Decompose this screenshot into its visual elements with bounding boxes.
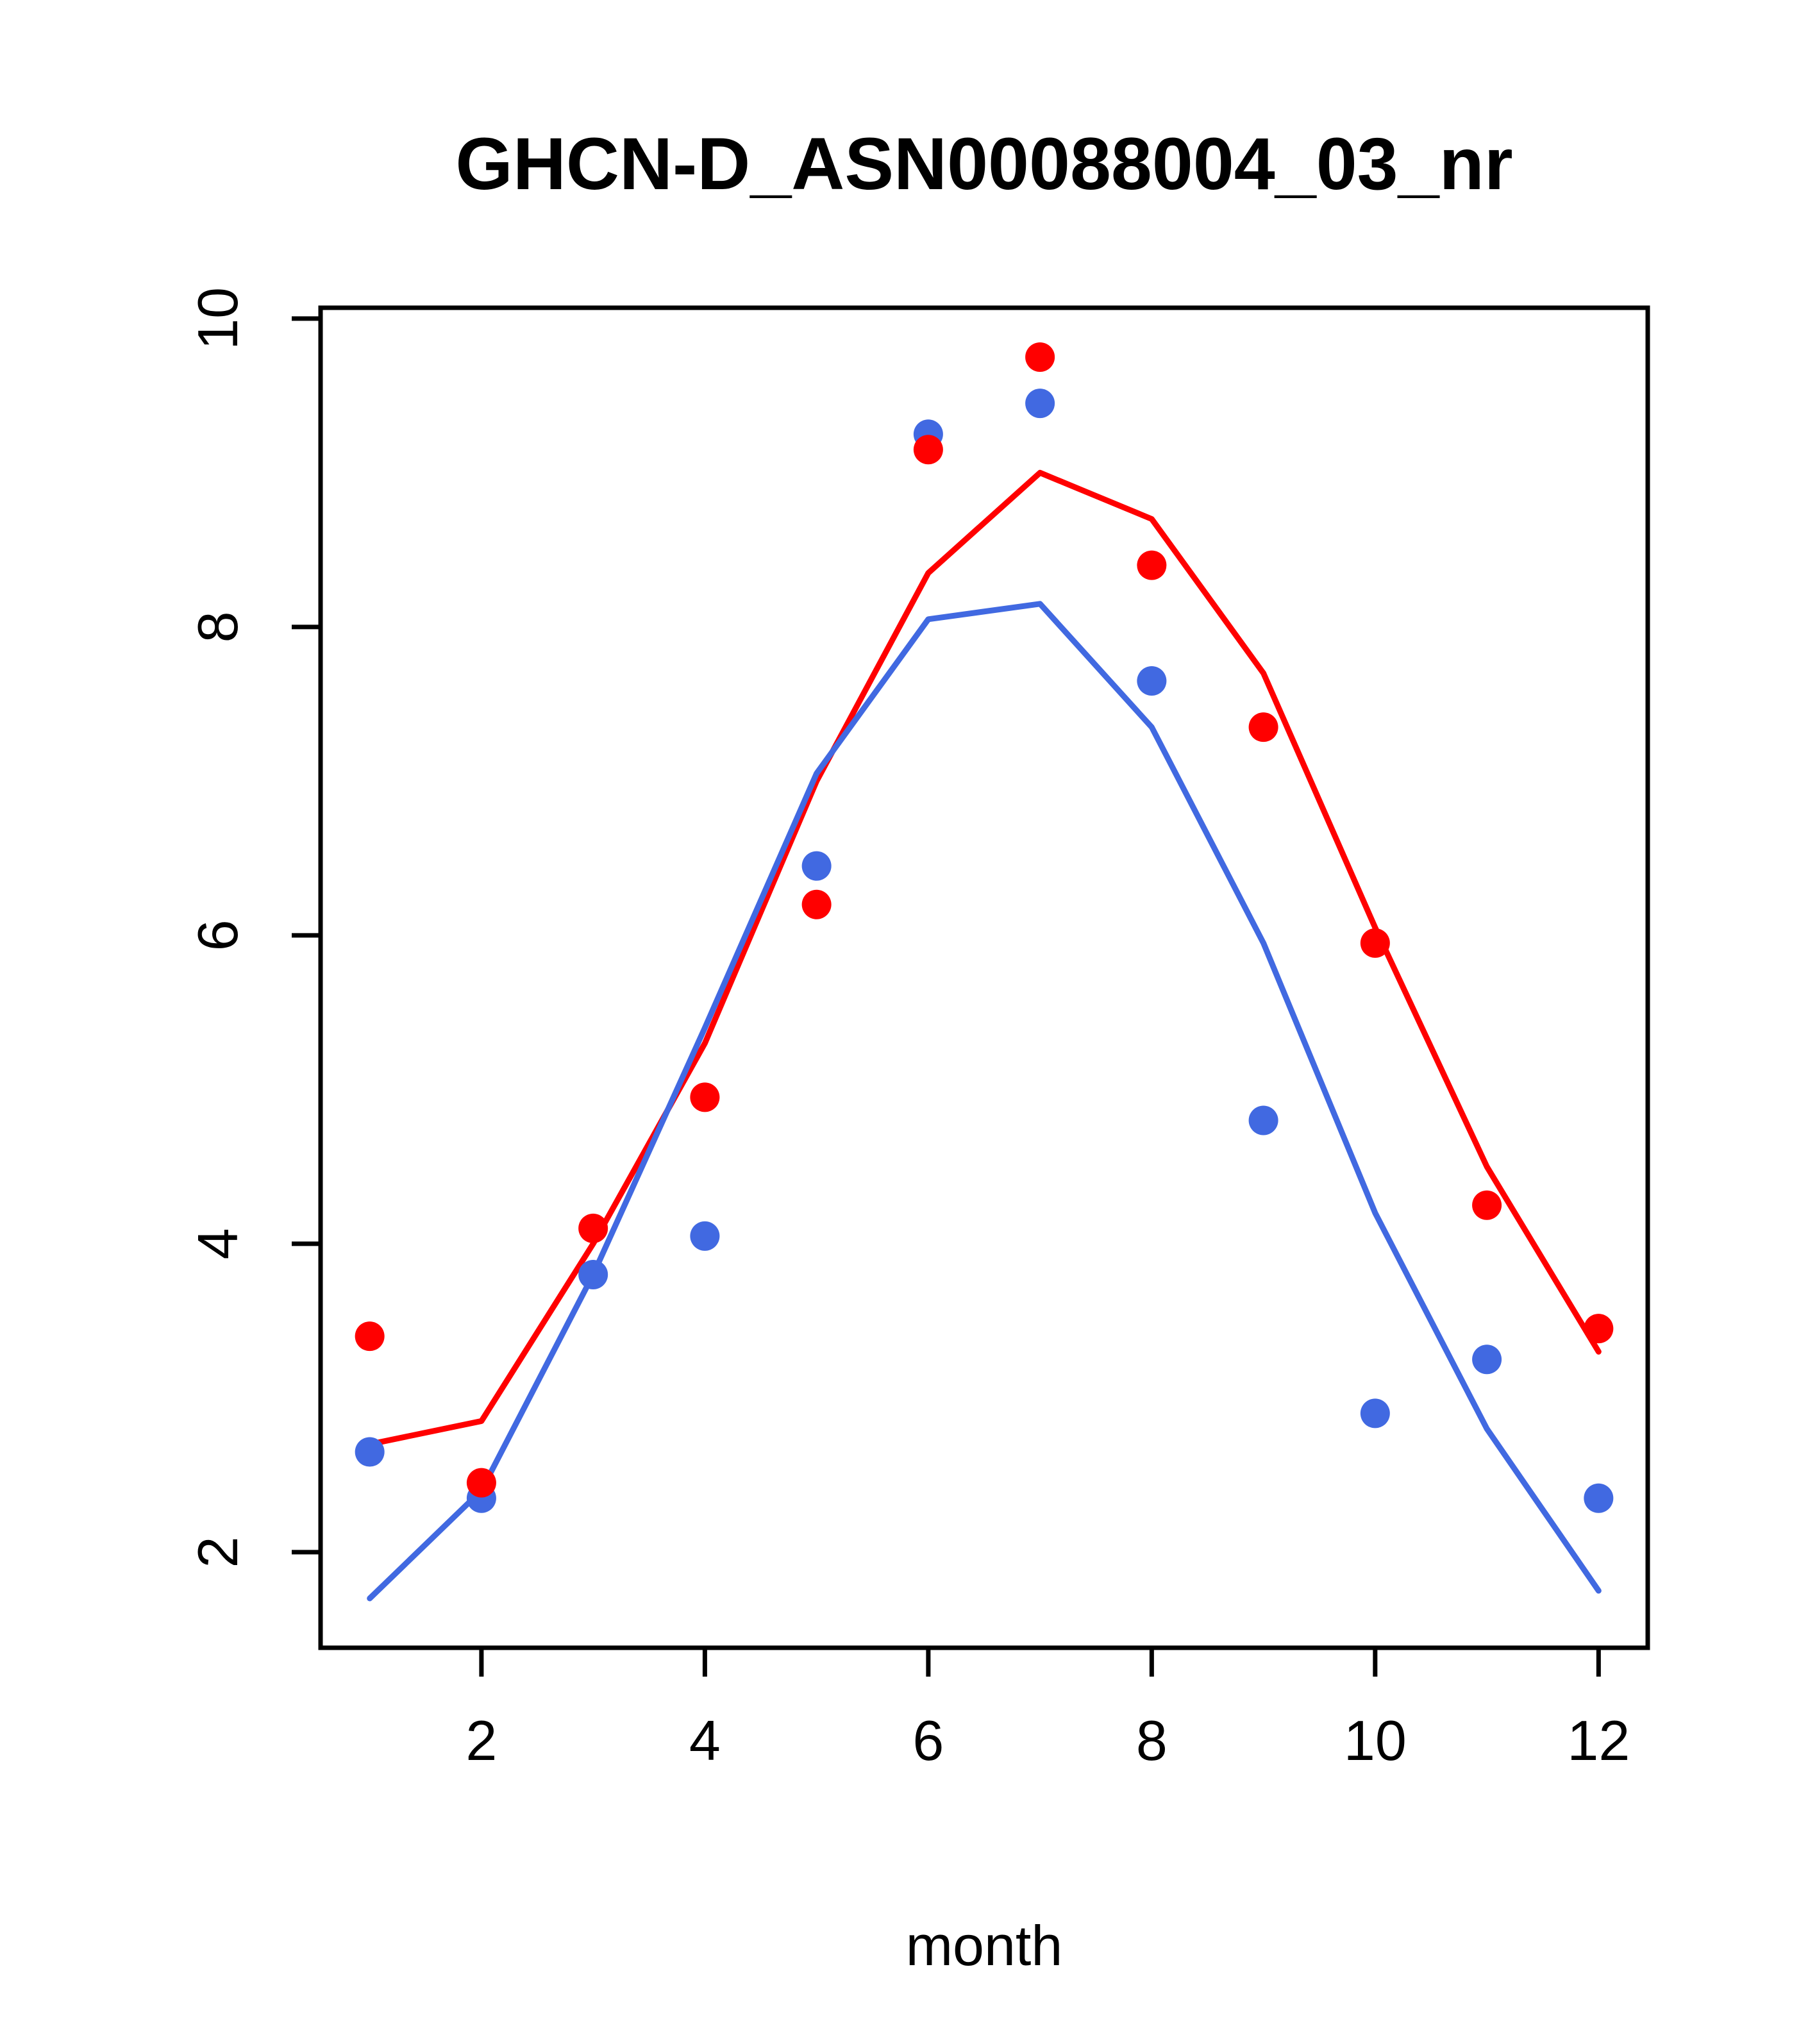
blue-point [801,851,832,881]
y-tick-label: 8 [186,611,249,642]
blue-point [1584,1483,1614,1513]
y-tick-label: 4 [186,1228,249,1259]
y-tick-label: 2 [186,1536,249,1568]
blue-point [1472,1345,1502,1375]
red-point [1025,342,1055,372]
red-point [1248,712,1278,742]
red-point [1137,550,1167,580]
red-point [690,1082,720,1112]
chart-title: GHCN-D_ASN00088004_03_nr [455,123,1512,205]
blue-point [1248,1105,1278,1135]
red-point [801,889,832,919]
x-tick-label: 8 [1136,1709,1168,1772]
x-tick-label: 10 [1344,1709,1407,1772]
red-point [578,1213,608,1243]
blue-line [367,601,1602,1602]
x-tick-label: 6 [912,1709,944,1772]
red-point [466,1468,496,1498]
blue-point [578,1259,608,1289]
x-tick-label: 2 [465,1709,497,1772]
blue-point [1025,389,1055,419]
red-point [1360,928,1390,958]
y-tick-label: 10 [186,287,249,350]
blue-point [355,1437,385,1467]
red-point [1472,1190,1502,1220]
red-point [913,435,943,465]
plot-box [318,305,1650,1650]
red-line [367,469,1602,1448]
x-tick-label: 12 [1567,1709,1630,1772]
x-axis-label: month [906,1914,1063,1977]
red-point [1584,1314,1614,1344]
blue-point [1360,1398,1390,1428]
red-point [355,1321,385,1352]
plot-area: 2 4 6 8 10 12 2 4 6 8 10 [186,287,1650,1772]
y-tick-label: 6 [186,919,249,951]
blue-point [690,1221,720,1251]
x-tick-label: 4 [689,1709,721,1772]
blue-point [1137,666,1167,696]
